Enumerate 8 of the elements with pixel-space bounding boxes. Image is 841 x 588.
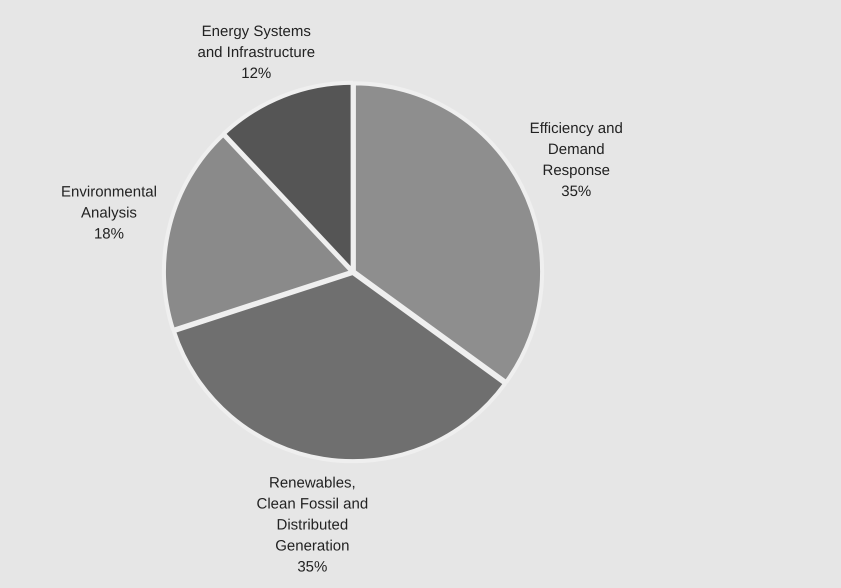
slice-label: Energy Systems and Infrastructure xyxy=(197,23,316,62)
slice-label: Efficiency and Demand Response xyxy=(530,120,623,179)
data-label: 18% xyxy=(94,226,124,243)
data-label: 35% xyxy=(561,182,592,200)
data-label: 12% xyxy=(241,65,272,82)
slice-label: Renewables, Clean Fossil and Distributed Generation xyxy=(256,474,368,554)
slice-label: Environmental Analysis xyxy=(61,184,157,222)
data-label: 35% xyxy=(297,558,328,576)
